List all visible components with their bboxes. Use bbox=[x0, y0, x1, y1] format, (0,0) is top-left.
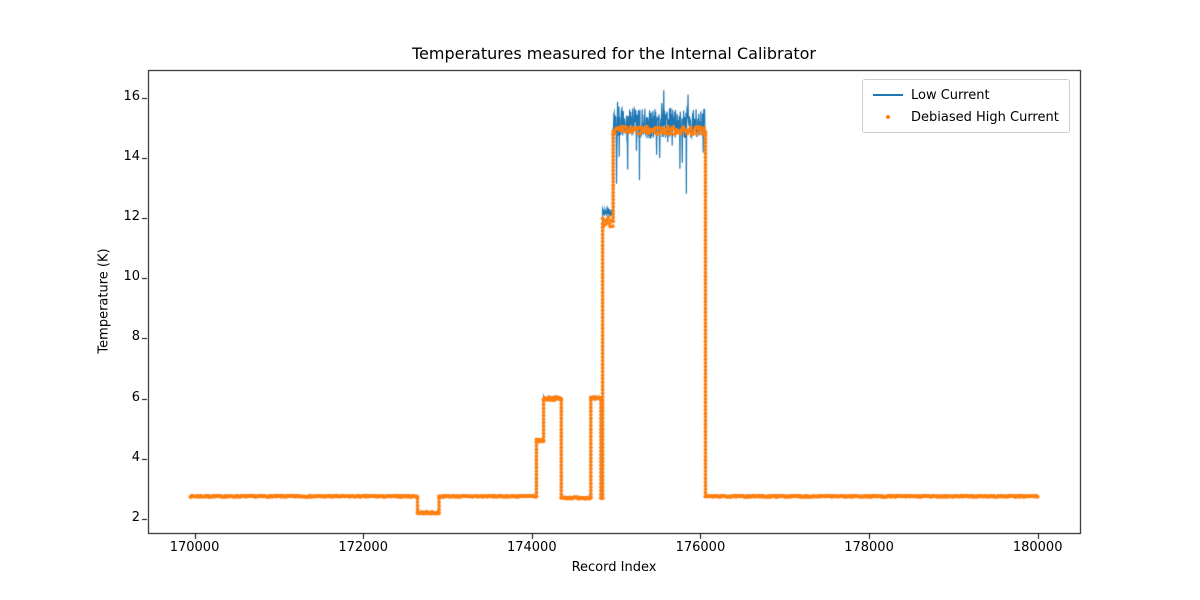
y-tick-label: 14 bbox=[123, 149, 140, 165]
x-tick-label: 174000 bbox=[506, 540, 557, 555]
x-tick-label: 176000 bbox=[675, 540, 726, 555]
x-tick-label: 172000 bbox=[338, 540, 388, 555]
chart-title: Temperatures measured for the Internal C… bbox=[411, 44, 817, 63]
line-sample-icon bbox=[873, 94, 903, 96]
legend-entry: Debiased High Current bbox=[873, 107, 1059, 127]
legend-label: Debiased High Current bbox=[911, 109, 1059, 125]
legend: Low Current Debiased High Current bbox=[862, 79, 1070, 133]
y-tick-label: 4 bbox=[131, 449, 140, 465]
y-tick-label: 6 bbox=[131, 389, 140, 405]
legend-label: Low Current bbox=[911, 87, 990, 103]
x-axis-label: Record Index bbox=[571, 560, 657, 575]
x-tick-label: 178000 bbox=[844, 540, 894, 555]
legend-line-swatch bbox=[873, 94, 903, 96]
y-tick-label: 8 bbox=[131, 329, 140, 345]
x-tick-label: 170000 bbox=[169, 540, 220, 555]
legend-marker-swatch bbox=[873, 115, 903, 119]
y-tick-label: 12 bbox=[123, 209, 140, 225]
x-tick-label: 180000 bbox=[1012, 540, 1063, 555]
y-tick-label: 16 bbox=[123, 88, 140, 104]
legend-entry: Low Current bbox=[873, 85, 1059, 105]
marker-sample-icon bbox=[886, 115, 890, 119]
y-tick-label: 2 bbox=[131, 509, 140, 525]
y-tick-label: 10 bbox=[123, 269, 140, 285]
